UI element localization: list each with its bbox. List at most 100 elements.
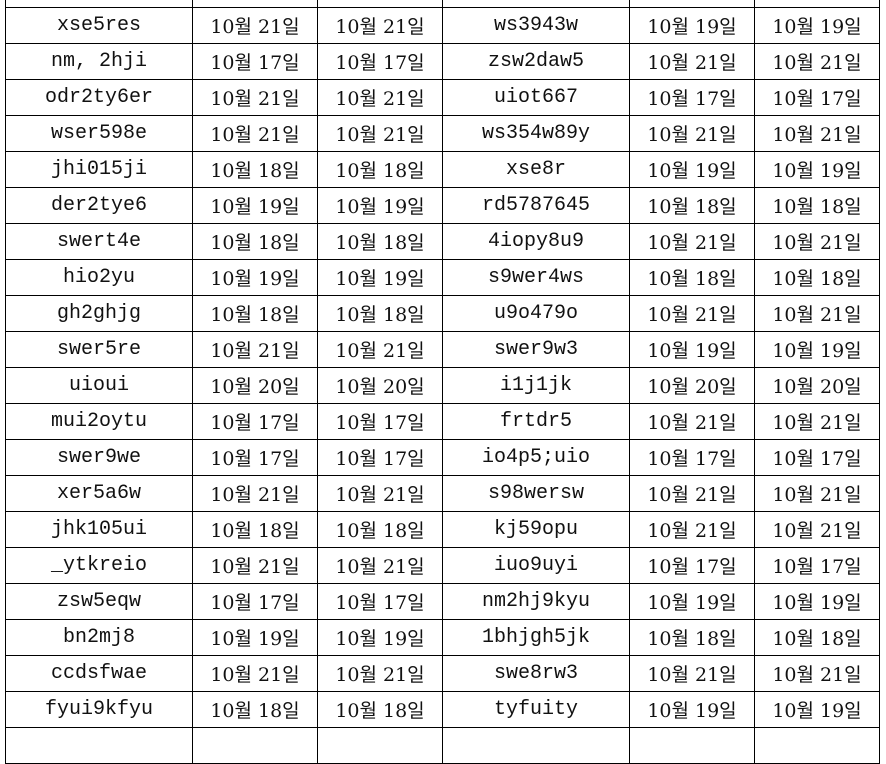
date-cell[interactable]: 10월 19일 [754, 583, 880, 620]
date-cell[interactable]: 10월 18일 [754, 187, 880, 224]
date-cell[interactable]: 10월 18일 [317, 691, 443, 728]
name-cell[interactable]: s98wersw [442, 475, 630, 512]
name-cell[interactable]: fyui9kfyu [5, 691, 193, 728]
date-cell[interactable]: 10월 20일 [629, 367, 755, 404]
date-cell[interactable]: 10월 20일 [754, 367, 880, 404]
date-cell[interactable]: 10월 21일 [192, 547, 318, 584]
date-cell[interactable]: 10월 21일 [629, 115, 755, 152]
name-cell[interactable]: i1j1jk [442, 367, 630, 404]
date-cell[interactable]: 10월 17일 [192, 43, 318, 80]
name-cell[interactable]: gh2ghjg [5, 295, 193, 332]
date-cell[interactable]: 10월 18일 [317, 511, 443, 548]
date-cell[interactable]: 10월 21일 [629, 403, 755, 440]
date-cell[interactable]: 10월 17일 [192, 403, 318, 440]
name-cell[interactable]: uiot667 [442, 79, 630, 116]
date-cell[interactable]: 10월 19일 [629, 691, 755, 728]
name-cell[interactable]: jhi015ji [5, 151, 193, 188]
name-cell[interactable]: odr2ty6er [5, 79, 193, 116]
date-cell[interactable]: 10월 18일 [629, 619, 755, 656]
name-cell[interactable]: bn2mj8 [5, 619, 193, 656]
date-cell[interactable]: 10월 21일 [192, 79, 318, 116]
name-cell[interactable]: 1bhjgh5jk [442, 619, 630, 656]
name-cell[interactable]: kj59opu [442, 511, 630, 548]
name-cell[interactable]: uioui [5, 367, 193, 404]
date-cell[interactable] [317, 0, 443, 8]
name-cell[interactable]: der2tye6 [5, 187, 193, 224]
date-cell[interactable]: 10월 18일 [629, 187, 755, 224]
date-cell[interactable]: 10월 21일 [192, 655, 318, 692]
name-cell[interactable]: tyfuity [442, 691, 630, 728]
name-cell[interactable]: jhk105ui [5, 511, 193, 548]
name-cell[interactable]: xse5res [5, 7, 193, 44]
date-cell[interactable]: 10월 19일 [754, 331, 880, 368]
date-cell[interactable]: 10월 17일 [629, 79, 755, 116]
name-cell[interactable]: 4iopy8u9 [442, 223, 630, 260]
date-cell[interactable]: 10월 20일 [317, 367, 443, 404]
date-cell[interactable] [629, 0, 755, 8]
date-cell[interactable]: 10월 21일 [317, 475, 443, 512]
date-cell[interactable]: 10월 21일 [754, 655, 880, 692]
name-cell[interactable]: u9o479o [442, 295, 630, 332]
date-cell[interactable]: 10월 21일 [629, 295, 755, 332]
name-cell[interactable]: nm, 2hji [5, 43, 193, 80]
name-cell[interactable]: zsw5eqw [5, 583, 193, 620]
date-cell[interactable]: 10월 17일 [754, 547, 880, 584]
date-cell[interactable]: 10월 21일 [317, 655, 443, 692]
name-cell[interactable] [442, 727, 630, 764]
date-cell[interactable]: 10월 19일 [629, 583, 755, 620]
date-cell[interactable]: 10월 17일 [317, 583, 443, 620]
date-cell[interactable]: 10월 21일 [754, 511, 880, 548]
date-cell[interactable]: 10월 21일 [192, 7, 318, 44]
date-cell[interactable] [192, 0, 318, 8]
date-cell[interactable]: 10월 18일 [192, 511, 318, 548]
date-cell[interactable]: 10월 21일 [629, 511, 755, 548]
date-cell[interactable]: 10월 21일 [317, 331, 443, 368]
date-cell[interactable] [754, 0, 880, 8]
date-cell[interactable]: 10월 17일 [192, 439, 318, 476]
date-cell[interactable]: 10월 17일 [317, 43, 443, 80]
date-cell[interactable]: 10월 18일 [629, 259, 755, 296]
name-cell[interactable]: swer9w3 [442, 331, 630, 368]
date-cell[interactable]: 10월 21일 [629, 43, 755, 80]
name-cell[interactable]: wser598e [5, 115, 193, 152]
name-cell[interactable]: swer9we [5, 439, 193, 476]
date-cell[interactable]: 10월 21일 [192, 475, 318, 512]
date-cell[interactable]: 10월 21일 [754, 403, 880, 440]
date-cell[interactable]: 10월 18일 [192, 151, 318, 188]
name-cell[interactable]: frtdr5 [442, 403, 630, 440]
date-cell[interactable]: 10월 21일 [754, 295, 880, 332]
date-cell[interactable] [317, 727, 443, 764]
date-cell[interactable]: 10월 19일 [192, 187, 318, 224]
date-cell[interactable]: 10월 21일 [754, 43, 880, 80]
name-cell[interactable]: swer5re [5, 331, 193, 368]
date-cell[interactable]: 10월 21일 [192, 115, 318, 152]
date-cell[interactable]: 10월 21일 [192, 331, 318, 368]
date-cell[interactable]: 10월 21일 [754, 475, 880, 512]
name-cell[interactable] [5, 0, 193, 8]
date-cell[interactable]: 10월 19일 [192, 259, 318, 296]
name-cell[interactable]: swe8rw3 [442, 655, 630, 692]
date-cell[interactable]: 10월 21일 [629, 223, 755, 260]
date-cell[interactable]: 10월 17일 [754, 439, 880, 476]
date-cell[interactable]: 10월 17일 [754, 79, 880, 116]
date-cell[interactable]: 10월 18일 [192, 295, 318, 332]
date-cell[interactable] [192, 727, 318, 764]
date-cell[interactable]: 10월 19일 [629, 331, 755, 368]
name-cell[interactable]: s9wer4ws [442, 259, 630, 296]
date-cell[interactable]: 10월 21일 [317, 115, 443, 152]
date-cell[interactable]: 10월 21일 [754, 115, 880, 152]
date-cell[interactable]: 10월 21일 [317, 79, 443, 116]
date-cell[interactable]: 10월 18일 [192, 223, 318, 260]
name-cell[interactable]: zsw2daw5 [442, 43, 630, 80]
name-cell[interactable]: hio2yu [5, 259, 193, 296]
date-cell[interactable]: 10월 19일 [754, 691, 880, 728]
date-cell[interactable]: 10월 18일 [317, 151, 443, 188]
date-cell[interactable] [754, 727, 880, 764]
date-cell[interactable]: 10월 21일 [317, 7, 443, 44]
name-cell[interactable] [442, 0, 630, 8]
date-cell[interactable]: 10월 19일 [317, 187, 443, 224]
name-cell[interactable]: mui2oytu [5, 403, 193, 440]
date-cell[interactable]: 10월 18일 [317, 295, 443, 332]
date-cell[interactable]: 10월 20일 [192, 367, 318, 404]
date-cell[interactable]: 10월 18일 [317, 223, 443, 260]
